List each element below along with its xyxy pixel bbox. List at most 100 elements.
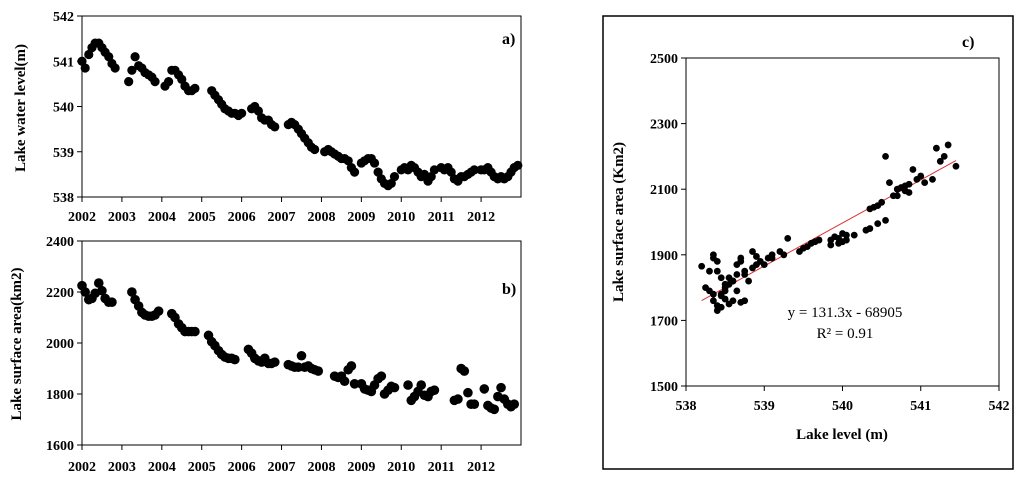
ytick-label: 539 bbox=[53, 146, 74, 161]
data-point bbox=[878, 198, 886, 206]
xtick-label: 2002 bbox=[68, 460, 96, 475]
panel-c-regression: c) Lake surface area (Km2) Lake level (m… bbox=[602, 15, 1014, 470]
data-point bbox=[944, 141, 952, 149]
data-point bbox=[107, 297, 117, 308]
data-point bbox=[713, 257, 721, 265]
xtick-label: 2003 bbox=[108, 210, 136, 225]
data-point bbox=[933, 144, 940, 152]
data-point bbox=[741, 297, 749, 305]
data-point bbox=[733, 287, 741, 295]
data-point bbox=[709, 251, 717, 259]
data-point bbox=[706, 267, 713, 275]
xtick-label: 2006 bbox=[228, 210, 256, 225]
xtick-label: 2002 bbox=[68, 210, 96, 225]
data-point bbox=[874, 220, 882, 228]
data-point bbox=[952, 162, 960, 170]
data-point bbox=[866, 225, 874, 232]
panel-c-outer-frame bbox=[602, 15, 1014, 470]
data-point bbox=[190, 326, 200, 337]
data-point bbox=[835, 235, 842, 242]
data-point bbox=[80, 63, 90, 73]
xtick-label: 539 bbox=[754, 399, 775, 414]
data-point bbox=[729, 297, 737, 305]
data-point bbox=[150, 77, 160, 87]
data-point bbox=[463, 387, 473, 398]
data-point bbox=[469, 165, 479, 175]
xtick-label: 2004 bbox=[148, 210, 176, 225]
xtick-label: 2008 bbox=[307, 460, 335, 475]
data-point bbox=[843, 231, 850, 239]
data-point bbox=[270, 122, 280, 132]
ytick-label: 2500 bbox=[650, 52, 678, 67]
data-point bbox=[753, 253, 760, 260]
data-point bbox=[97, 285, 107, 296]
xtick-label: 538 bbox=[676, 399, 697, 414]
data-point bbox=[310, 144, 320, 155]
panel-c-label: c) bbox=[962, 34, 974, 51]
data-point bbox=[882, 216, 889, 224]
data-point bbox=[780, 251, 788, 259]
regression-equation: y = 131.3x - 68905 bbox=[788, 305, 903, 321]
data-point bbox=[469, 399, 480, 410]
xtick-label: 2009 bbox=[347, 210, 375, 225]
data-point bbox=[713, 267, 721, 275]
data-point bbox=[237, 108, 247, 118]
ytick-label: 2200 bbox=[46, 286, 74, 301]
panel-a-label: a) bbox=[502, 31, 515, 48]
xtick-label: 2010 bbox=[387, 460, 415, 475]
panel-c-xlabel: Lake level (m) bbox=[796, 427, 888, 443]
ytick-label: 2400 bbox=[46, 235, 74, 250]
data-point bbox=[717, 290, 725, 298]
data-point bbox=[389, 382, 400, 393]
panel-b-label: b) bbox=[502, 281, 516, 298]
data-point bbox=[811, 238, 819, 246]
data-point bbox=[403, 380, 413, 390]
data-point bbox=[130, 52, 140, 62]
ytick-label: 2300 bbox=[650, 118, 678, 133]
data-point bbox=[709, 290, 717, 298]
data-point bbox=[921, 179, 929, 187]
ytick-label: 1600 bbox=[46, 439, 74, 454]
data-point bbox=[905, 189, 913, 196]
data-point bbox=[459, 366, 470, 376]
data-point bbox=[369, 158, 380, 168]
data-point bbox=[733, 271, 741, 278]
data-point bbox=[453, 394, 463, 404]
data-point bbox=[349, 379, 360, 389]
data-point bbox=[349, 167, 360, 177]
data-point bbox=[376, 371, 387, 381]
data-point bbox=[760, 261, 768, 269]
data-point bbox=[93, 278, 104, 288]
data-point bbox=[489, 404, 500, 415]
data-point bbox=[698, 262, 706, 270]
ytick-label: 1900 bbox=[650, 249, 678, 264]
data-point bbox=[725, 280, 733, 288]
data-point bbox=[917, 172, 925, 180]
ytick-label: 540 bbox=[53, 101, 74, 116]
panel-b-surface-area: b) Lake surface area(km2) 1600 1800 2000 22… bbox=[9, 235, 522, 475]
data-point bbox=[513, 160, 523, 170]
r-squared: R² = 0.91 bbox=[817, 326, 874, 342]
xtick-label: 2004 bbox=[148, 460, 176, 475]
ytick-label: 1500 bbox=[650, 380, 678, 395]
data-point bbox=[190, 83, 200, 93]
xtick-label: 540 bbox=[832, 399, 853, 414]
data-point bbox=[893, 192, 901, 200]
data-point bbox=[717, 303, 725, 311]
xtick-label: 2012 bbox=[467, 210, 495, 225]
xtick-label: 2012 bbox=[467, 460, 495, 475]
data-point bbox=[882, 153, 889, 160]
panel-b-ylabel: Lake surface area(km2) bbox=[9, 267, 25, 420]
data-point bbox=[296, 350, 307, 361]
xtick-label: 542 bbox=[989, 399, 1010, 414]
xtick-label: 2003 bbox=[108, 460, 136, 475]
data-point bbox=[709, 297, 717, 305]
ytick-label: 1800 bbox=[46, 388, 74, 403]
xtick-label: 2005 bbox=[188, 210, 216, 225]
data-point bbox=[717, 274, 725, 282]
xtick-label: 2011 bbox=[428, 210, 455, 225]
data-point bbox=[886, 179, 893, 187]
xtick-label: 2008 bbox=[307, 210, 335, 225]
data-point bbox=[339, 376, 350, 387]
xtick-label: 2007 bbox=[268, 210, 296, 225]
